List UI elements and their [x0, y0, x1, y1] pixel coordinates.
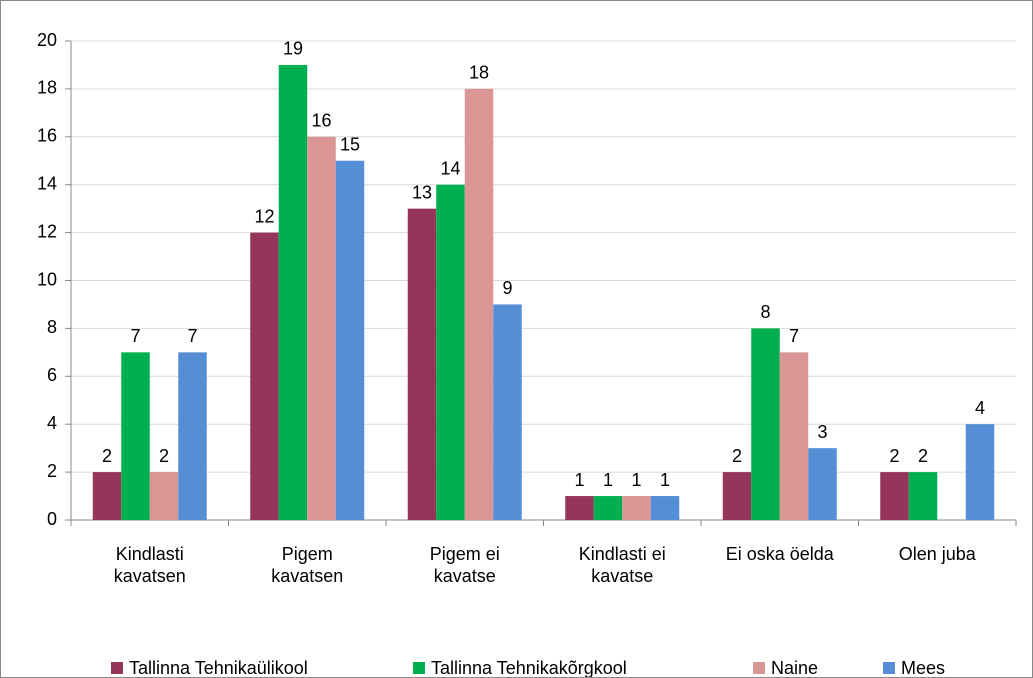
- x-tick-label: Olen juba: [898, 544, 976, 564]
- y-tick-label: 10: [37, 269, 57, 289]
- legend-swatch: [883, 662, 895, 674]
- legend-swatch: [413, 662, 425, 674]
- data-label: 7: [187, 326, 197, 346]
- y-tick-label: 4: [47, 413, 57, 433]
- data-label: 2: [732, 446, 742, 466]
- data-label: 16: [311, 111, 331, 131]
- data-label: 14: [440, 158, 460, 178]
- bar: [908, 472, 938, 520]
- data-label: 2: [159, 446, 169, 466]
- bar: [565, 496, 594, 520]
- bar: [407, 208, 437, 520]
- bar: [965, 424, 995, 520]
- data-label: 7: [130, 326, 140, 346]
- data-label: 1: [660, 470, 670, 490]
- bar: [335, 160, 365, 520]
- bar: [121, 352, 150, 520]
- bar: [493, 304, 522, 520]
- legend-swatch: [753, 662, 765, 674]
- bar: [779, 352, 809, 520]
- data-label: 2: [889, 446, 899, 466]
- bar: [250, 232, 279, 520]
- bar: [464, 88, 494, 521]
- data-label: 2: [102, 446, 112, 466]
- data-label: 1: [631, 470, 641, 490]
- data-label: 7: [789, 326, 799, 346]
- bar: [436, 184, 465, 520]
- data-label: 12: [254, 206, 274, 226]
- data-label: 8: [760, 302, 770, 322]
- data-label: 19: [283, 39, 303, 59]
- bar: [278, 64, 308, 520]
- legend-label: Tallinna Tehnikakõrgkool: [431, 658, 627, 677]
- y-tick-label: 2: [47, 461, 57, 481]
- bar: [880, 472, 909, 520]
- bar: [808, 448, 837, 520]
- bar: [722, 472, 752, 520]
- data-label: 15: [340, 135, 360, 155]
- bar: [593, 496, 623, 520]
- legend-swatch: [111, 662, 123, 674]
- bar: [149, 472, 179, 520]
- y-tick-label: 14: [37, 173, 57, 193]
- y-tick-label: 16: [37, 126, 57, 146]
- y-tick-label: 18: [37, 78, 57, 98]
- data-label: 2: [918, 446, 928, 466]
- y-tick-label: 20: [37, 30, 57, 50]
- x-tick-label: Pigem kavatsen: [271, 544, 344, 586]
- x-tick-label: Pigem ei kavatse: [429, 544, 500, 586]
- y-tick-label: 6: [47, 365, 57, 385]
- data-label: 1: [603, 470, 613, 490]
- bar: [622, 496, 651, 520]
- data-label: 1: [574, 470, 584, 490]
- legend-label: Mees: [901, 658, 945, 677]
- legend-label: Naine: [771, 658, 818, 677]
- x-tick-label: Kindlasti ei kavatse: [578, 544, 666, 586]
- legend-label: Tallinna Tehnikaülikool: [129, 658, 308, 677]
- data-label: 3: [817, 422, 827, 442]
- data-label: 4: [975, 398, 985, 418]
- x-tick-label: Ei oska öelda: [725, 544, 834, 564]
- bar: [178, 352, 207, 520]
- bar: [307, 136, 336, 521]
- data-label: 18: [469, 63, 489, 83]
- x-tick-label: Kindlasti kavatsen: [113, 544, 186, 586]
- y-tick-label: 0: [47, 509, 57, 529]
- bar: [751, 328, 780, 520]
- bar: [92, 472, 122, 520]
- data-label: 9: [502, 278, 512, 298]
- data-label: 13: [412, 182, 432, 202]
- y-tick-label: 12: [37, 221, 57, 241]
- bar: [650, 496, 680, 520]
- y-tick-label: 8: [47, 317, 57, 337]
